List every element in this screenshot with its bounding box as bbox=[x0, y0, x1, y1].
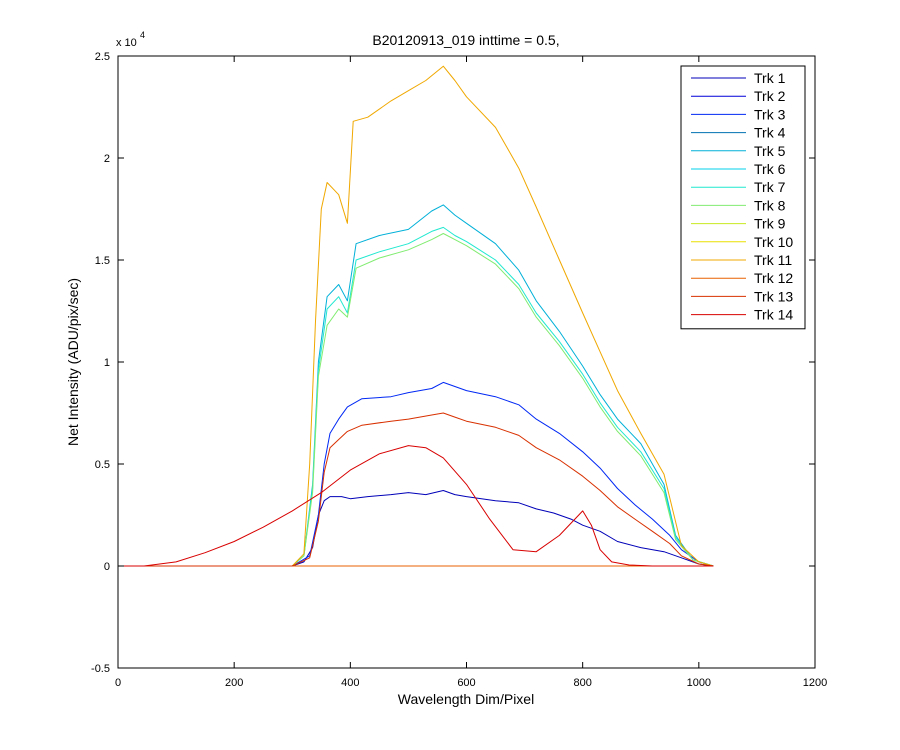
y-tick-label: -0.5 bbox=[91, 663, 110, 675]
legend-label-trk-4: Trk 4 bbox=[754, 125, 786, 141]
legend-label-trk-3: Trk 3 bbox=[754, 106, 786, 122]
legend-label-trk-1: Trk 1 bbox=[754, 70, 786, 86]
legend-label-trk-12: Trk 12 bbox=[754, 270, 793, 286]
legend-label-trk-11: Trk 11 bbox=[754, 252, 792, 268]
series-line-trk-14 bbox=[118, 445, 714, 567]
y-tick-label: 1 bbox=[104, 357, 110, 369]
x-tick-label: 1000 bbox=[687, 677, 711, 689]
y-tick-label: 0 bbox=[104, 561, 110, 573]
x-tick-label: 1200 bbox=[803, 677, 827, 689]
x-tick-label: 400 bbox=[341, 677, 359, 689]
y-axis-exponent-power: 4 bbox=[140, 30, 145, 40]
x-tick-label: 0 bbox=[115, 677, 121, 689]
chart-title: B20120913_019 inttime = 0.5, bbox=[372, 32, 559, 48]
legend-label-trk-7: Trk 7 bbox=[754, 179, 786, 195]
axes: 0 200 400 600 800 1000 1200 -0.5 0 0.5 1 1.5 2 2.5 bbox=[91, 51, 827, 689]
legend-label-trk-6: Trk 6 bbox=[754, 161, 786, 177]
legend-label-trk-13: Trk 13 bbox=[754, 288, 793, 304]
legend-label-trk-2: Trk 2 bbox=[754, 88, 786, 104]
y-tick-label: 1.5 bbox=[95, 255, 110, 267]
x-axis-label: Wavelength Dim/Pixel bbox=[398, 691, 534, 707]
series-line-trk-8 bbox=[118, 233, 714, 567]
series-line-trk-13 bbox=[118, 412, 714, 567]
legend: Trk 1 Trk 2 Trk 3 Trk 4 Trk 5 Trk 6 Trk 7 Trk 8… bbox=[680, 65, 806, 330]
legend-label-trk-10: Trk 10 bbox=[754, 234, 793, 250]
y-axis-label: Net Intensity (ADU/pix/sec) bbox=[65, 278, 81, 446]
legend-label-trk-5: Trk 5 bbox=[754, 143, 786, 159]
legend-label-trk-9: Trk 9 bbox=[754, 216, 786, 232]
y-tick-label: 2 bbox=[104, 153, 110, 165]
x-tick-label: 600 bbox=[457, 677, 475, 689]
legend-box bbox=[680, 65, 806, 330]
series-line-trk-3 bbox=[118, 381, 714, 567]
series-group bbox=[118, 65, 714, 567]
y-axis-exponent-base: x 10 bbox=[116, 37, 137, 49]
legend-label-trk-14: Trk 14 bbox=[754, 307, 793, 323]
x-tick-label: 800 bbox=[573, 677, 591, 689]
series-line-trk-11 bbox=[118, 65, 714, 567]
x-tick-label: 200 bbox=[225, 677, 243, 689]
y-tick-label: 2.5 bbox=[95, 51, 110, 63]
y-tick-label: 0.5 bbox=[95, 459, 110, 471]
legend-label-trk-8: Trk 8 bbox=[754, 197, 786, 213]
